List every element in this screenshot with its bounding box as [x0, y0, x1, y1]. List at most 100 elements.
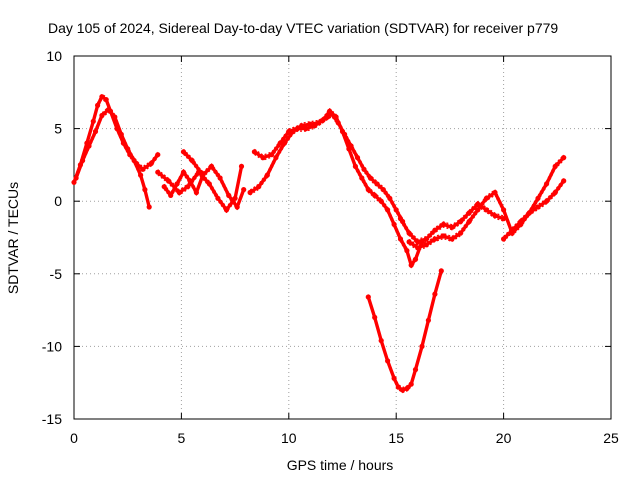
data-point	[387, 195, 393, 201]
data-point	[501, 236, 507, 242]
data-point	[73, 175, 79, 181]
data-point	[466, 210, 472, 216]
data-point	[365, 187, 371, 193]
data-point	[400, 387, 406, 393]
data-point	[408, 262, 414, 268]
data-point	[138, 172, 144, 178]
series-track-g	[252, 109, 424, 267]
data-point	[90, 118, 96, 124]
series-track-b	[74, 107, 151, 209]
data-point	[483, 195, 489, 201]
series-layer	[71, 93, 567, 394]
series-edge-track-f	[249, 115, 404, 225]
data-point	[148, 160, 154, 166]
data-point	[140, 166, 146, 172]
data-point	[425, 317, 431, 323]
data-point	[406, 239, 412, 245]
data-point	[432, 227, 438, 233]
data-point	[404, 385, 410, 392]
series-edge-track-d	[157, 168, 243, 214]
x-tick-label: 15	[388, 430, 404, 446]
y-axis-label: SDTVAR / TECUs	[5, 182, 21, 294]
data-point	[378, 338, 384, 344]
data-point	[95, 102, 101, 108]
data-point	[146, 204, 152, 210]
y-tick-label: 10	[46, 48, 62, 64]
data-point	[415, 245, 421, 251]
data-point	[535, 204, 541, 210]
data-point	[193, 189, 199, 196]
data-point	[176, 189, 182, 196]
series-edge-track-k	[367, 273, 442, 394]
data-point	[333, 114, 339, 120]
data-point	[327, 108, 333, 114]
data-point	[552, 189, 558, 196]
data-point	[180, 149, 187, 155]
data-point	[544, 181, 550, 187]
tick-layer: 0 5 10 15 20 25 -15 -10 -5 0 5 10	[42, 48, 619, 446]
data-point	[339, 128, 346, 135]
data-point	[241, 187, 247, 193]
data-point	[475, 207, 481, 213]
data-point	[185, 184, 191, 190]
data-point	[367, 175, 373, 181]
data-point	[412, 367, 419, 373]
data-point	[99, 94, 105, 100]
y-tick-label: -5	[50, 266, 63, 282]
data-point	[155, 169, 161, 175]
data-point	[346, 146, 352, 152]
data-point	[385, 207, 391, 213]
data-point	[256, 184, 262, 190]
data-point	[391, 375, 397, 381]
data-point	[412, 256, 419, 262]
data-point	[432, 236, 438, 242]
data-point	[234, 204, 240, 210]
data-point	[501, 207, 507, 213]
data-point	[440, 221, 447, 227]
data-point	[223, 207, 230, 213]
x-tick-label: 20	[496, 430, 512, 446]
chart-title: Day 105 of 2024, Sidereal Day-to-day VTE…	[48, 20, 558, 36]
data-point	[217, 175, 223, 181]
data-point	[359, 175, 365, 181]
data-point	[561, 155, 567, 161]
grid-layer	[74, 56, 611, 419]
data-point	[103, 97, 109, 103]
data-point	[391, 221, 397, 227]
data-point	[251, 149, 257, 155]
data-point	[80, 157, 86, 164]
data-point	[397, 216, 404, 222]
data-point	[131, 157, 137, 164]
data-point	[208, 163, 215, 169]
series-edge-track-h	[399, 200, 504, 241]
data-point	[105, 107, 111, 113]
data-point	[260, 155, 266, 161]
data-point	[180, 169, 187, 175]
data-point	[354, 155, 361, 161]
data-point	[440, 233, 447, 239]
y-tick-label: 0	[54, 193, 62, 209]
series-track-f	[248, 112, 405, 224]
data-point	[385, 358, 391, 364]
series-track-d	[156, 164, 244, 212]
data-point	[492, 213, 498, 219]
data-point	[518, 218, 524, 225]
data-point	[397, 236, 404, 242]
data-point	[206, 181, 212, 187]
data-point	[395, 384, 401, 390]
data-point	[198, 169, 204, 175]
data-point	[142, 187, 148, 193]
data-point	[458, 230, 464, 236]
data-point	[303, 126, 309, 132]
data-point	[226, 192, 232, 198]
data-point	[168, 192, 174, 198]
data-point	[125, 146, 131, 152]
data-point	[432, 291, 438, 297]
y-tick-label: -15	[42, 411, 62, 427]
data-point	[352, 163, 358, 169]
data-point	[247, 189, 253, 196]
data-point	[408, 381, 414, 387]
data-point	[406, 230, 412, 236]
data-point	[466, 218, 472, 225]
